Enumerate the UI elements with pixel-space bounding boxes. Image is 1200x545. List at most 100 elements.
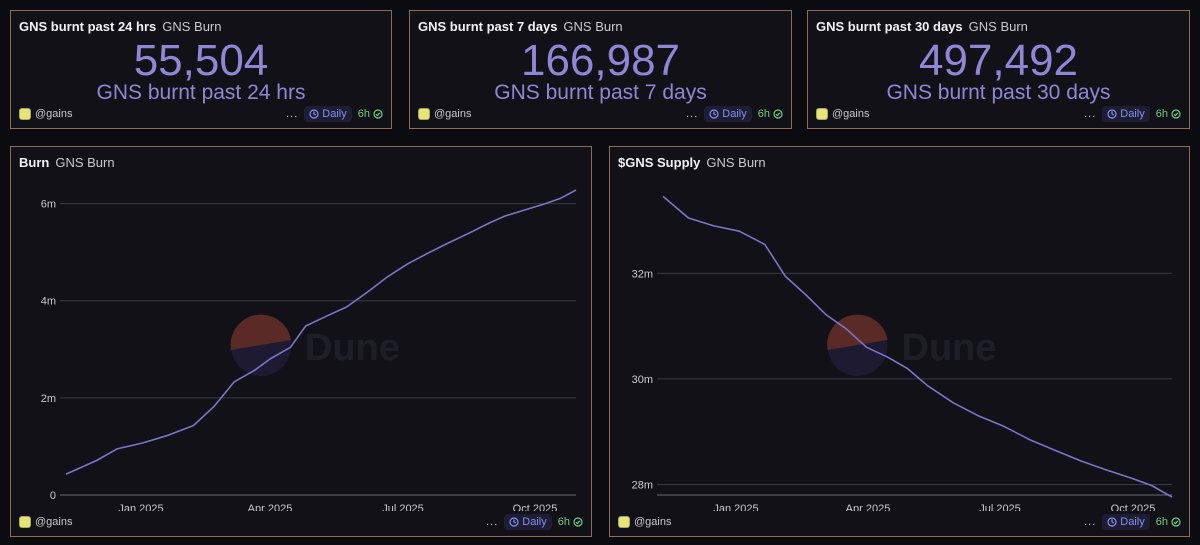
- card-title: $GNS Supply GNS Burn: [618, 155, 766, 170]
- x-tick-label: Oct 2025: [1111, 503, 1156, 511]
- counter-label: GNS burnt past 30 days: [886, 81, 1111, 104]
- check-circle-icon: [773, 109, 783, 119]
- schedule-label: Daily: [1120, 516, 1145, 528]
- chart-title: $GNS Supply: [618, 155, 701, 170]
- more-options-button[interactable]: ...: [286, 108, 299, 120]
- counter-card-7d: GNS burnt past 7 days GNS Burn 166,987 GN…: [409, 10, 792, 129]
- refresh-status: 6h: [1156, 516, 1181, 528]
- clock-icon: [1107, 517, 1117, 527]
- avatar: [19, 108, 31, 120]
- x-tick-label: Jan 2025: [713, 503, 758, 511]
- author-link[interactable]: @gains: [19, 108, 72, 120]
- x-tick-label: Jul 2025: [979, 503, 1021, 511]
- schedule-badge[interactable]: Daily: [304, 106, 352, 122]
- y-tick-label: 0: [50, 490, 56, 502]
- card-footer-controls: ... Daily 6h: [1084, 106, 1181, 122]
- schedule-badge[interactable]: Daily: [1102, 514, 1150, 530]
- refresh-label: 6h: [557, 516, 570, 528]
- card-subtitle: GNS Burn: [563, 19, 623, 34]
- refresh-label: 6h: [357, 108, 370, 120]
- clock-icon: [509, 517, 519, 527]
- y-tick-label: 32m: [632, 268, 653, 280]
- watermark-circle-bottom: [231, 316, 291, 376]
- watermark-circle-bottom: [827, 316, 888, 376]
- clock-icon: [1107, 109, 1117, 119]
- burn-chart-card: Burn GNS Burn Dune 0 2m 4m 6m Jan 2025 Apr 2025…: [10, 146, 592, 537]
- author-name: @gains: [634, 516, 672, 528]
- card-title: GNS burnt past 24 hrs GNS Burn: [19, 19, 222, 34]
- counter-value: 55,504: [133, 36, 269, 85]
- watermark-text: Dune: [305, 327, 400, 369]
- card-footer-controls: ... Daily 6h: [1084, 514, 1181, 530]
- card-footer-controls: ... Daily 6h: [486, 514, 583, 530]
- counter-label: GNS burnt past 24 hrs: [96, 81, 306, 104]
- avatar: [816, 108, 828, 120]
- y-tick-label: 30m: [632, 374, 653, 386]
- card-title: Burn GNS Burn: [19, 155, 115, 170]
- x-tick-label: Apr 2025: [248, 503, 293, 511]
- more-options-button[interactable]: ...: [486, 516, 499, 528]
- schedule-badge[interactable]: Daily: [504, 514, 552, 530]
- x-tick-label: Oct 2025: [513, 503, 558, 511]
- counter-label: GNS burnt past 7 days: [494, 81, 707, 104]
- schedule-label: Daily: [1120, 108, 1145, 120]
- check-circle-icon: [373, 109, 383, 119]
- counter-value: 497,492: [918, 36, 1079, 85]
- y-tick-label: 6m: [41, 199, 56, 211]
- refresh-label: 6h: [1155, 108, 1168, 120]
- refresh-status: 6h: [358, 108, 383, 120]
- more-options-button[interactable]: ...: [1084, 516, 1097, 528]
- counter-card-24h: GNS burnt past 24 hrs GNS Burn 55,504 GNS…: [10, 10, 392, 129]
- x-tick-label: Apr 2025: [846, 503, 891, 511]
- supply-chart-card: $GNS Supply GNS Burn Dune 28m 30m 32m Jan 202…: [609, 146, 1190, 537]
- author-name: @gains: [832, 108, 870, 120]
- schedule-badge[interactable]: Daily: [704, 106, 752, 122]
- avatar: [418, 108, 430, 120]
- avatar: [618, 516, 630, 528]
- clock-icon: [309, 109, 319, 119]
- card-footer-controls: ... Daily 6h: [686, 106, 783, 122]
- card-subtitle: GNS Burn: [968, 19, 1028, 34]
- x-tick-label: Jul 2025: [382, 503, 424, 511]
- dune-watermark: Dune: [827, 314, 997, 376]
- series-line: [65, 189, 577, 475]
- y-tick-label: 4m: [41, 296, 56, 308]
- card-footer-controls: ... Daily 6h: [286, 106, 383, 122]
- refresh-status: 6h: [1156, 108, 1181, 120]
- y-tick-label: 2m: [41, 393, 56, 405]
- chart-subtitle: GNS Burn: [55, 155, 115, 170]
- watermark-text: Dune: [902, 327, 997, 369]
- counter-value: 166,987: [520, 36, 681, 85]
- refresh-label: 6h: [757, 108, 770, 120]
- card-title-main: GNS burnt past 7 days: [418, 19, 558, 34]
- author-link[interactable]: @gains: [418, 108, 471, 120]
- schedule-label: Daily: [522, 516, 547, 528]
- chart-subtitle: GNS Burn: [706, 155, 766, 170]
- watermark-circle-top: [230, 314, 291, 350]
- card-title: GNS burnt past 7 days GNS Burn: [418, 19, 623, 34]
- dune-watermark: Dune: [230, 314, 400, 376]
- author-name: @gains: [35, 108, 73, 120]
- card-title-main: GNS burnt past 30 days: [816, 19, 963, 34]
- author-name: @gains: [35, 516, 73, 528]
- supply-chart: Dune 28m 30m 32m Jan 2025 Apr 2025 Jul 2025 Oct…: [632, 195, 1173, 511]
- avatar: [19, 516, 31, 528]
- author-name: @gains: [434, 108, 472, 120]
- check-circle-icon: [1171, 517, 1181, 527]
- watermark-circle-top: [827, 314, 888, 350]
- author-link[interactable]: @gains: [618, 516, 671, 528]
- more-options-button[interactable]: ...: [686, 108, 699, 120]
- x-tick-label: Jan 2025: [118, 503, 163, 511]
- author-link[interactable]: @gains: [816, 108, 869, 120]
- refresh-label: 6h: [1155, 516, 1168, 528]
- refresh-status: 6h: [558, 516, 583, 528]
- check-circle-icon: [1171, 109, 1181, 119]
- schedule-badge[interactable]: Daily: [1102, 106, 1150, 122]
- schedule-label: Daily: [722, 108, 747, 120]
- schedule-label: Daily: [322, 108, 347, 120]
- card-title-main: GNS burnt past 24 hrs: [19, 19, 157, 34]
- more-options-button[interactable]: ...: [1084, 108, 1097, 120]
- author-link[interactable]: @gains: [19, 516, 72, 528]
- card-title: GNS burnt past 30 days GNS Burn: [816, 19, 1028, 34]
- burn-chart: Dune 0 2m 4m 6m Jan 2025 Apr 2025 Jul 2025 Oct 2…: [41, 189, 577, 511]
